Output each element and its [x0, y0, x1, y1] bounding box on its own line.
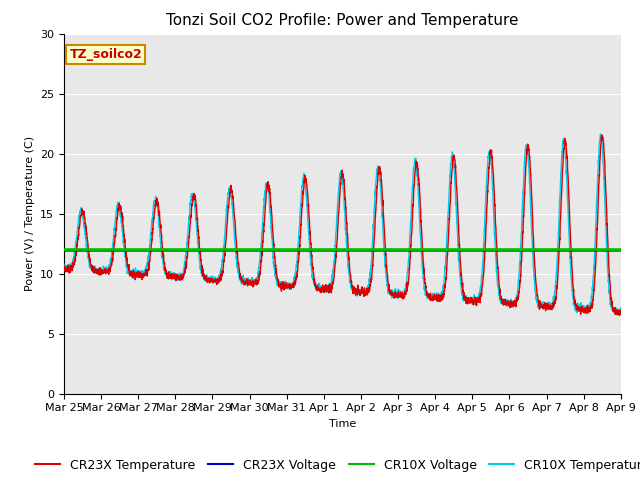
Text: TZ_soilco2: TZ_soilco2	[70, 48, 142, 61]
Y-axis label: Power (V) / Temperature (C): Power (V) / Temperature (C)	[24, 136, 35, 291]
Legend: CR23X Temperature, CR23X Voltage, CR10X Voltage, CR10X Temperature: CR23X Temperature, CR23X Voltage, CR10X …	[30, 454, 640, 477]
X-axis label: Time: Time	[329, 419, 356, 429]
Title: Tonzi Soil CO2 Profile: Power and Temperature: Tonzi Soil CO2 Profile: Power and Temper…	[166, 13, 518, 28]
